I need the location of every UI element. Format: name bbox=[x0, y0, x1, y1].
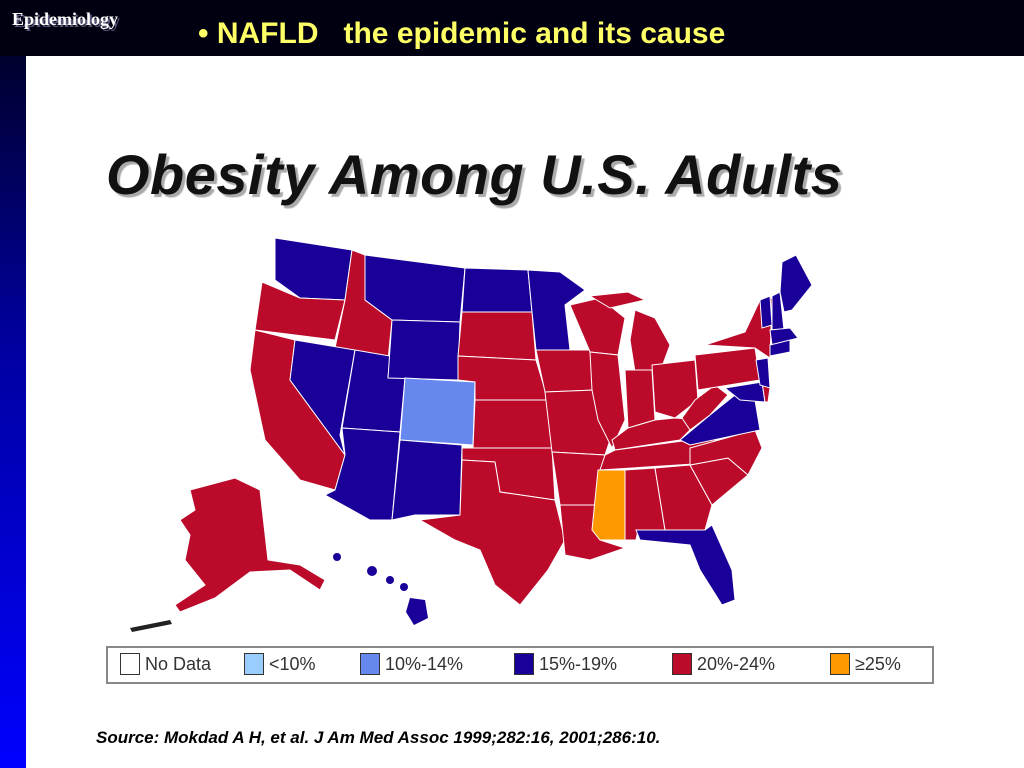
legend-label: No Data bbox=[145, 653, 212, 674]
slide-content: Obesity Among U.S. Adults bbox=[26, 56, 1024, 768]
state-ga bbox=[654, 464, 713, 531]
state-fl bbox=[635, 524, 736, 606]
legend-label: <10% bbox=[269, 653, 316, 674]
legend-label: 10%-14% bbox=[385, 653, 464, 674]
state-hi-big bbox=[406, 598, 428, 625]
state-mi bbox=[629, 309, 671, 373]
state-ia bbox=[535, 349, 596, 393]
state-mn bbox=[527, 269, 586, 351]
legend-swatch bbox=[244, 653, 264, 675]
state-ct-ri bbox=[769, 339, 791, 357]
state-mi-upper bbox=[588, 291, 647, 309]
legend-swatch bbox=[830, 653, 850, 675]
state-ma bbox=[769, 327, 799, 346]
source-citation: Source: Mokdad A H, et al. J Am Med Asso… bbox=[96, 728, 661, 747]
state-wy bbox=[387, 319, 461, 381]
map-legend: No Data <10% 10%-14% 15%-19% 20%-24% ≥25% bbox=[106, 646, 934, 684]
legend-label: 15%-19% bbox=[539, 653, 618, 674]
state-nm bbox=[391, 439, 463, 521]
state-hi-2 bbox=[367, 566, 377, 576]
left-gradient-band bbox=[0, 0, 26, 768]
state-hi-4 bbox=[400, 583, 408, 591]
section-label: Epidemiology bbox=[12, 9, 119, 29]
legend-swatch bbox=[360, 653, 380, 675]
slide-headline: • NAFLD the epidemic and its cause bbox=[198, 17, 726, 50]
state-az bbox=[323, 427, 401, 521]
state-nj bbox=[755, 357, 771, 389]
state-sd bbox=[457, 311, 537, 361]
legend-item: ≥25% bbox=[830, 653, 901, 675]
legend-item: No Data bbox=[120, 653, 211, 675]
state-ak bbox=[174, 477, 326, 613]
state-mo bbox=[544, 389, 611, 456]
state-vt bbox=[759, 295, 773, 329]
state-in bbox=[624, 369, 656, 429]
legend-swatch bbox=[672, 653, 692, 675]
state-co bbox=[399, 377, 476, 446]
state-me bbox=[779, 254, 813, 313]
state-wa bbox=[274, 237, 353, 301]
state-oh bbox=[651, 359, 699, 419]
state-tx bbox=[418, 459, 566, 606]
state-nv bbox=[289, 339, 356, 456]
legend-label: 20%-24% bbox=[697, 653, 776, 674]
state-hi-3 bbox=[386, 576, 394, 584]
map-title: Obesity Among U.S. Adults bbox=[106, 143, 843, 206]
state-ms bbox=[591, 469, 626, 541]
legend-item: 10%-14% bbox=[360, 653, 463, 675]
legend-item: 15%-19% bbox=[514, 653, 617, 675]
legend-swatch bbox=[120, 653, 140, 675]
state-ks bbox=[472, 399, 553, 449]
state-nd bbox=[461, 267, 533, 313]
legend-label: ≥25% bbox=[855, 653, 901, 674]
state-or bbox=[254, 281, 346, 341]
legend-swatch bbox=[514, 653, 534, 675]
legend-item: <10% bbox=[244, 653, 316, 675]
state-ak-islands bbox=[130, 620, 172, 632]
title-bar bbox=[0, 0, 1024, 56]
state-hi-1 bbox=[333, 553, 341, 561]
state-il bbox=[589, 351, 626, 450]
us-obesity-map bbox=[130, 237, 813, 632]
legend-item: 20%-24% bbox=[672, 653, 775, 675]
